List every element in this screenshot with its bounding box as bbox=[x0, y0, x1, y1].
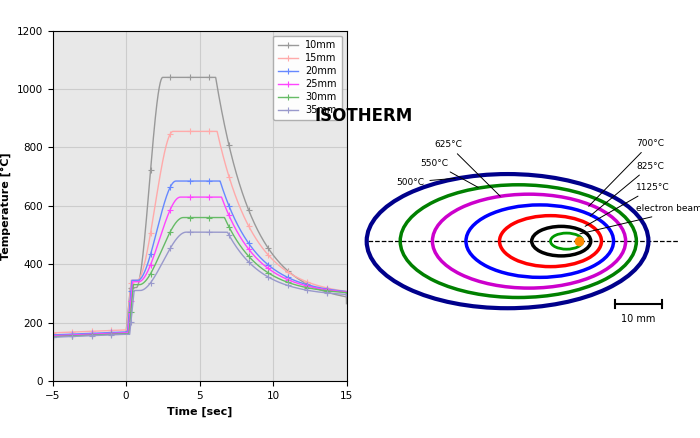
Text: 500°C: 500°C bbox=[396, 177, 455, 187]
Text: 550°C: 550°C bbox=[421, 159, 478, 187]
Text: 625°C: 625°C bbox=[434, 140, 500, 196]
Y-axis label: Temperature [°C]: Temperature [°C] bbox=[1, 152, 11, 260]
Text: 700°C: 700°C bbox=[589, 139, 664, 206]
Legend: 10mm, 15mm, 20mm, 25mm, 30mm, 35mm: 10mm, 15mm, 20mm, 25mm, 30mm, 35mm bbox=[273, 35, 342, 120]
Text: 10 mm: 10 mm bbox=[621, 314, 656, 324]
Text: 825°C: 825°C bbox=[590, 162, 664, 216]
Text: electron beam center: electron beam center bbox=[580, 205, 700, 234]
Text: 1125°C: 1125°C bbox=[585, 183, 670, 226]
Text: ISOTHERM: ISOTHERM bbox=[315, 107, 413, 125]
X-axis label: Time [sec]: Time [sec] bbox=[167, 406, 232, 417]
